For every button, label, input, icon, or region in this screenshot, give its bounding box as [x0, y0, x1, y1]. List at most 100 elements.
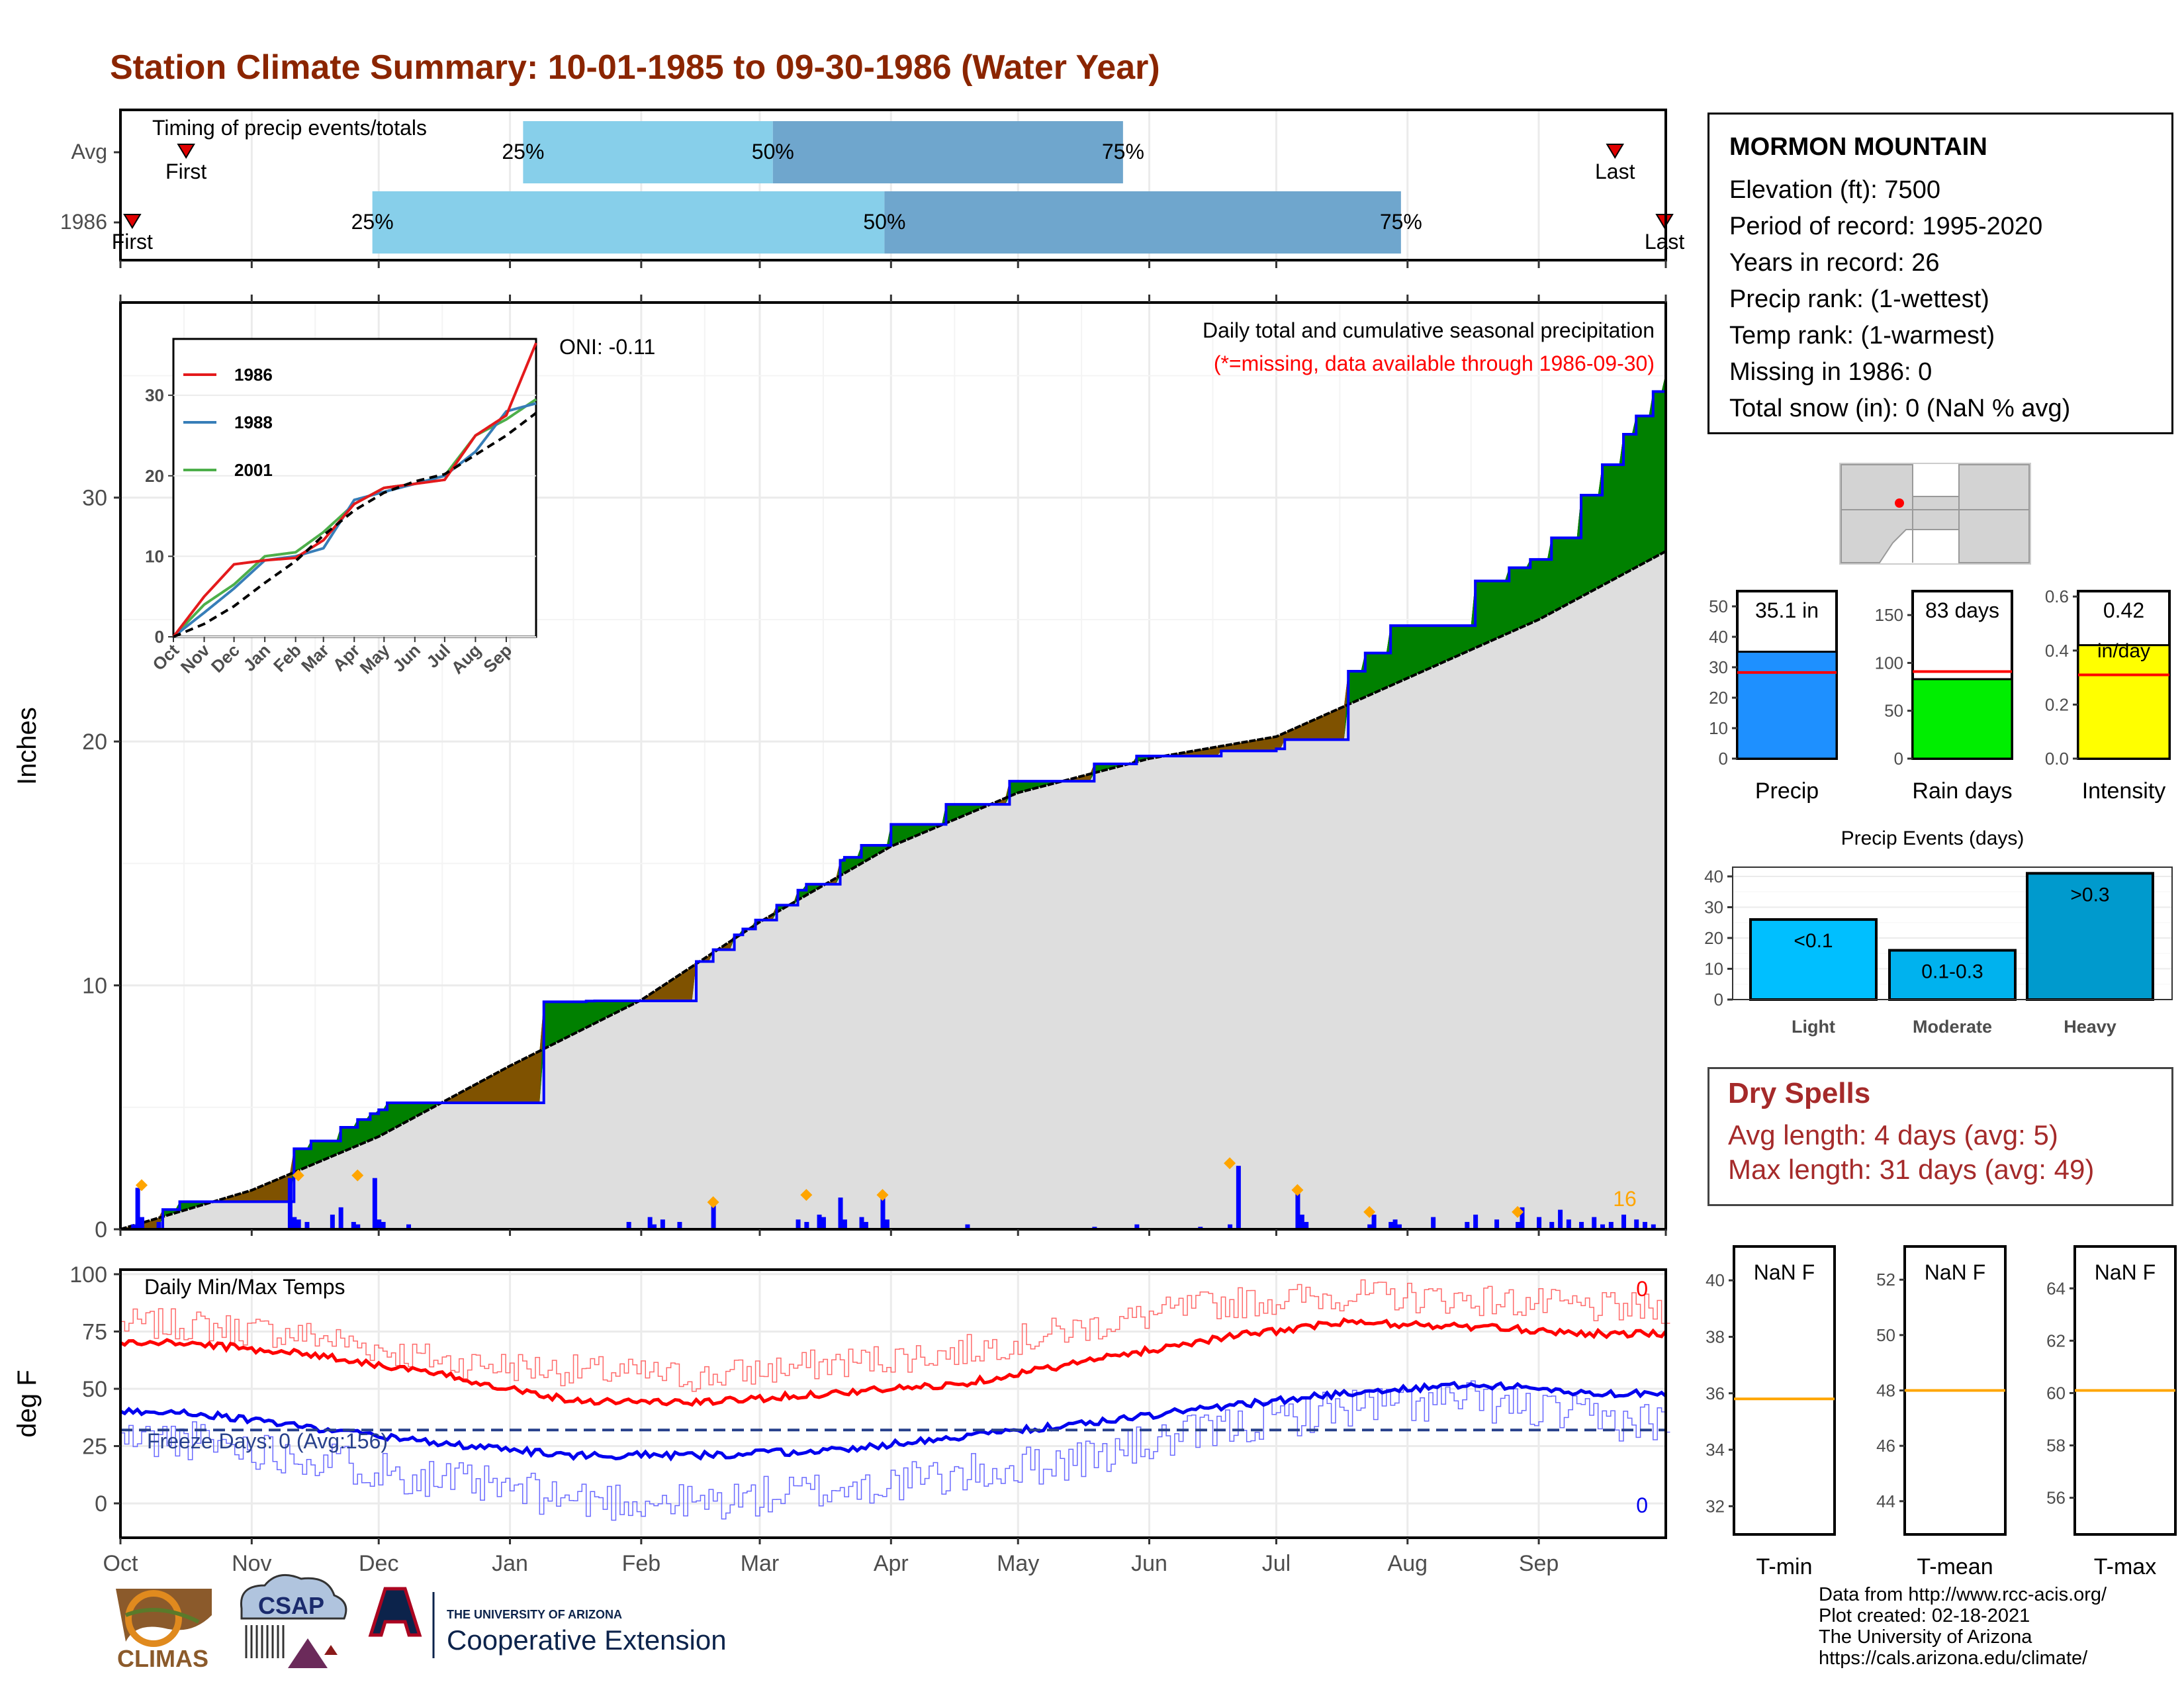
daily-precip-bar [838, 1197, 843, 1229]
daily-precip-bar [1520, 1207, 1525, 1229]
daily-precip-bar [1134, 1224, 1140, 1229]
timing-pct-label: 25% [351, 210, 394, 234]
summary-value-bg [1739, 592, 1835, 627]
daily-precip-bar [156, 1221, 161, 1229]
extreme-precip-marker [1291, 1184, 1304, 1196]
csap-cloud [240, 1573, 347, 1620]
temp-panel-border [119, 1268, 1667, 1539]
extreme-precip-marker [707, 1196, 719, 1209]
daily-precip-bar [1634, 1219, 1639, 1229]
summary-value-text: 35.1 in [1755, 598, 1819, 622]
daily-precip-bar [859, 1217, 864, 1229]
month-tick-label: Jul [1262, 1551, 1291, 1576]
daily-precip-bar [292, 1217, 297, 1229]
daily-precip-bar [1549, 1221, 1555, 1229]
summary-unit-text: in/day [2097, 640, 2150, 662]
temp-summary-ytick: 32 [1706, 1496, 1725, 1516]
month-tick-label: Feb [622, 1551, 661, 1576]
extreme-precip-marker [1224, 1157, 1236, 1170]
temp-summary-ytick: 52 [1876, 1270, 1895, 1289]
temp-summary-ytick: 62 [2046, 1331, 2066, 1350]
summary-ytick-label: 0.6 [2045, 586, 2069, 606]
daily-precip-bar [1537, 1217, 1542, 1229]
dry-spells-avg: Avg length: 4 days (avg: 5) [1728, 1119, 2058, 1150]
station-precip-rank: Precip rank: (1-wettest) [1729, 285, 1989, 313]
month-tick-label: Aug [1388, 1551, 1428, 1576]
month-tick-label: Jan [492, 1551, 528, 1576]
daily-precip-bar [1494, 1219, 1500, 1229]
inset-line-1986 [172, 342, 537, 638]
extreme-precip-marker [800, 1189, 813, 1201]
precip-event-bar [1888, 949, 2017, 1002]
summary-bar [1736, 651, 1838, 760]
extreme-precip-marker [135, 1179, 148, 1192]
events-ytick-label: 10 [1704, 959, 1723, 978]
state-map [1841, 464, 2030, 563]
timing-pct-label: 75% [1102, 140, 1144, 164]
daily-precip-bar [381, 1221, 386, 1229]
climas-logo-swoosh [124, 1608, 200, 1624]
summary-ytick-label: 0 [1894, 749, 1903, 769]
events-ytick-label: 30 [1704, 897, 1723, 917]
summary-ytick-label: 100 [1875, 653, 1903, 673]
daily-precip-bar [817, 1214, 822, 1229]
credit-org: The University of Arizona [1819, 1626, 2032, 1648]
main-ytick-label: 10 [82, 974, 107, 999]
precip-event-bar [1749, 918, 1878, 1002]
summary-ytick-label: 0.0 [2045, 749, 2069, 769]
main-ylabel: Inches [13, 707, 42, 785]
daily-precip-bar [139, 1217, 144, 1229]
precip-events-border [1732, 867, 2173, 1000]
inset-legend-label: 1986 [234, 365, 273, 385]
daily-precip-bar [647, 1217, 653, 1229]
summary-ytick-label: 10 [1709, 718, 1728, 738]
extreme-precip-marker [1512, 1205, 1524, 1218]
summary-ytick-label: 30 [1709, 657, 1728, 677]
mask [0, 110, 119, 260]
precip-event-bar-label: 0.1-0.3 [1921, 961, 1983, 983]
summary-ytick-label: 50 [1884, 701, 1903, 721]
avg-fill [120, 551, 1666, 1229]
summary-bar-label: Precip [1755, 778, 1819, 804]
daily-precip-bar [1304, 1221, 1309, 1229]
precip-event-bar-label: >0.3 [2070, 884, 2109, 906]
main-annotation-missing: (*=missing, data available through 1986-… [1214, 352, 1655, 375]
main-panel-border [119, 301, 1667, 1231]
inset-ytick-label: 10 [145, 546, 164, 566]
daily-precip-bar [296, 1219, 301, 1229]
daily-precip-bar [863, 1221, 868, 1229]
station-years: Years in record: 26 [1729, 249, 1940, 277]
temp-ylabel: deg F [13, 1370, 42, 1437]
daily-precip-bar [1236, 1166, 1241, 1229]
month-tick-label: Dec [359, 1551, 398, 1576]
daily-max-temp-line [120, 1279, 1670, 1392]
summary-bar-label: Rain days [1912, 778, 2012, 804]
temp-summary-ytick: 50 [1876, 1325, 1895, 1345]
daily-precip-bar [884, 1219, 889, 1229]
last-event-marker [1606, 144, 1624, 159]
csap-logo-text: CSAP [258, 1592, 324, 1619]
temp-summary-ytick: 64 [2046, 1278, 2066, 1298]
daily-precip-bar [1367, 1224, 1373, 1229]
events-ytick-label: 0 [1714, 990, 1723, 1009]
temp-summary-ytick: 58 [2046, 1436, 2066, 1456]
daily-precip-bar [406, 1224, 412, 1229]
temp-panel-title: Daily Min/Max Temps [144, 1275, 345, 1299]
summary-value-bg [1914, 592, 2011, 627]
credit-url: https://cals.arizona.edu/climate/ [1819, 1648, 2088, 1669]
credit-created: Plot created: 02-18-2021 [1819, 1605, 2030, 1626]
climas-logo-shape [116, 1589, 212, 1642]
precip-event-bar-label: <0.1 [1794, 930, 1833, 952]
station-period: Period of record: 1995-2020 [1729, 212, 2043, 240]
main-ytick-label: 30 [82, 486, 107, 511]
daily-precip-bar [135, 1188, 140, 1229]
daily-precip-bar [1566, 1219, 1571, 1229]
summary-ytick-label: 0 [1719, 749, 1728, 769]
temp-ytick-label: 0 [95, 1491, 107, 1517]
credits: Data from http://www.rcc-acis.org/ Plot … [1819, 1584, 2107, 1669]
ua-small-text: THE UNIVERSITY OF ARIZONA [447, 1608, 622, 1621]
events-ytick-label: 20 [1704, 928, 1723, 948]
daily-precip-bar [1643, 1221, 1648, 1229]
daily-precip-bar [1228, 1224, 1233, 1229]
ua-extension-text: Cooperative Extension [447, 1624, 727, 1656]
